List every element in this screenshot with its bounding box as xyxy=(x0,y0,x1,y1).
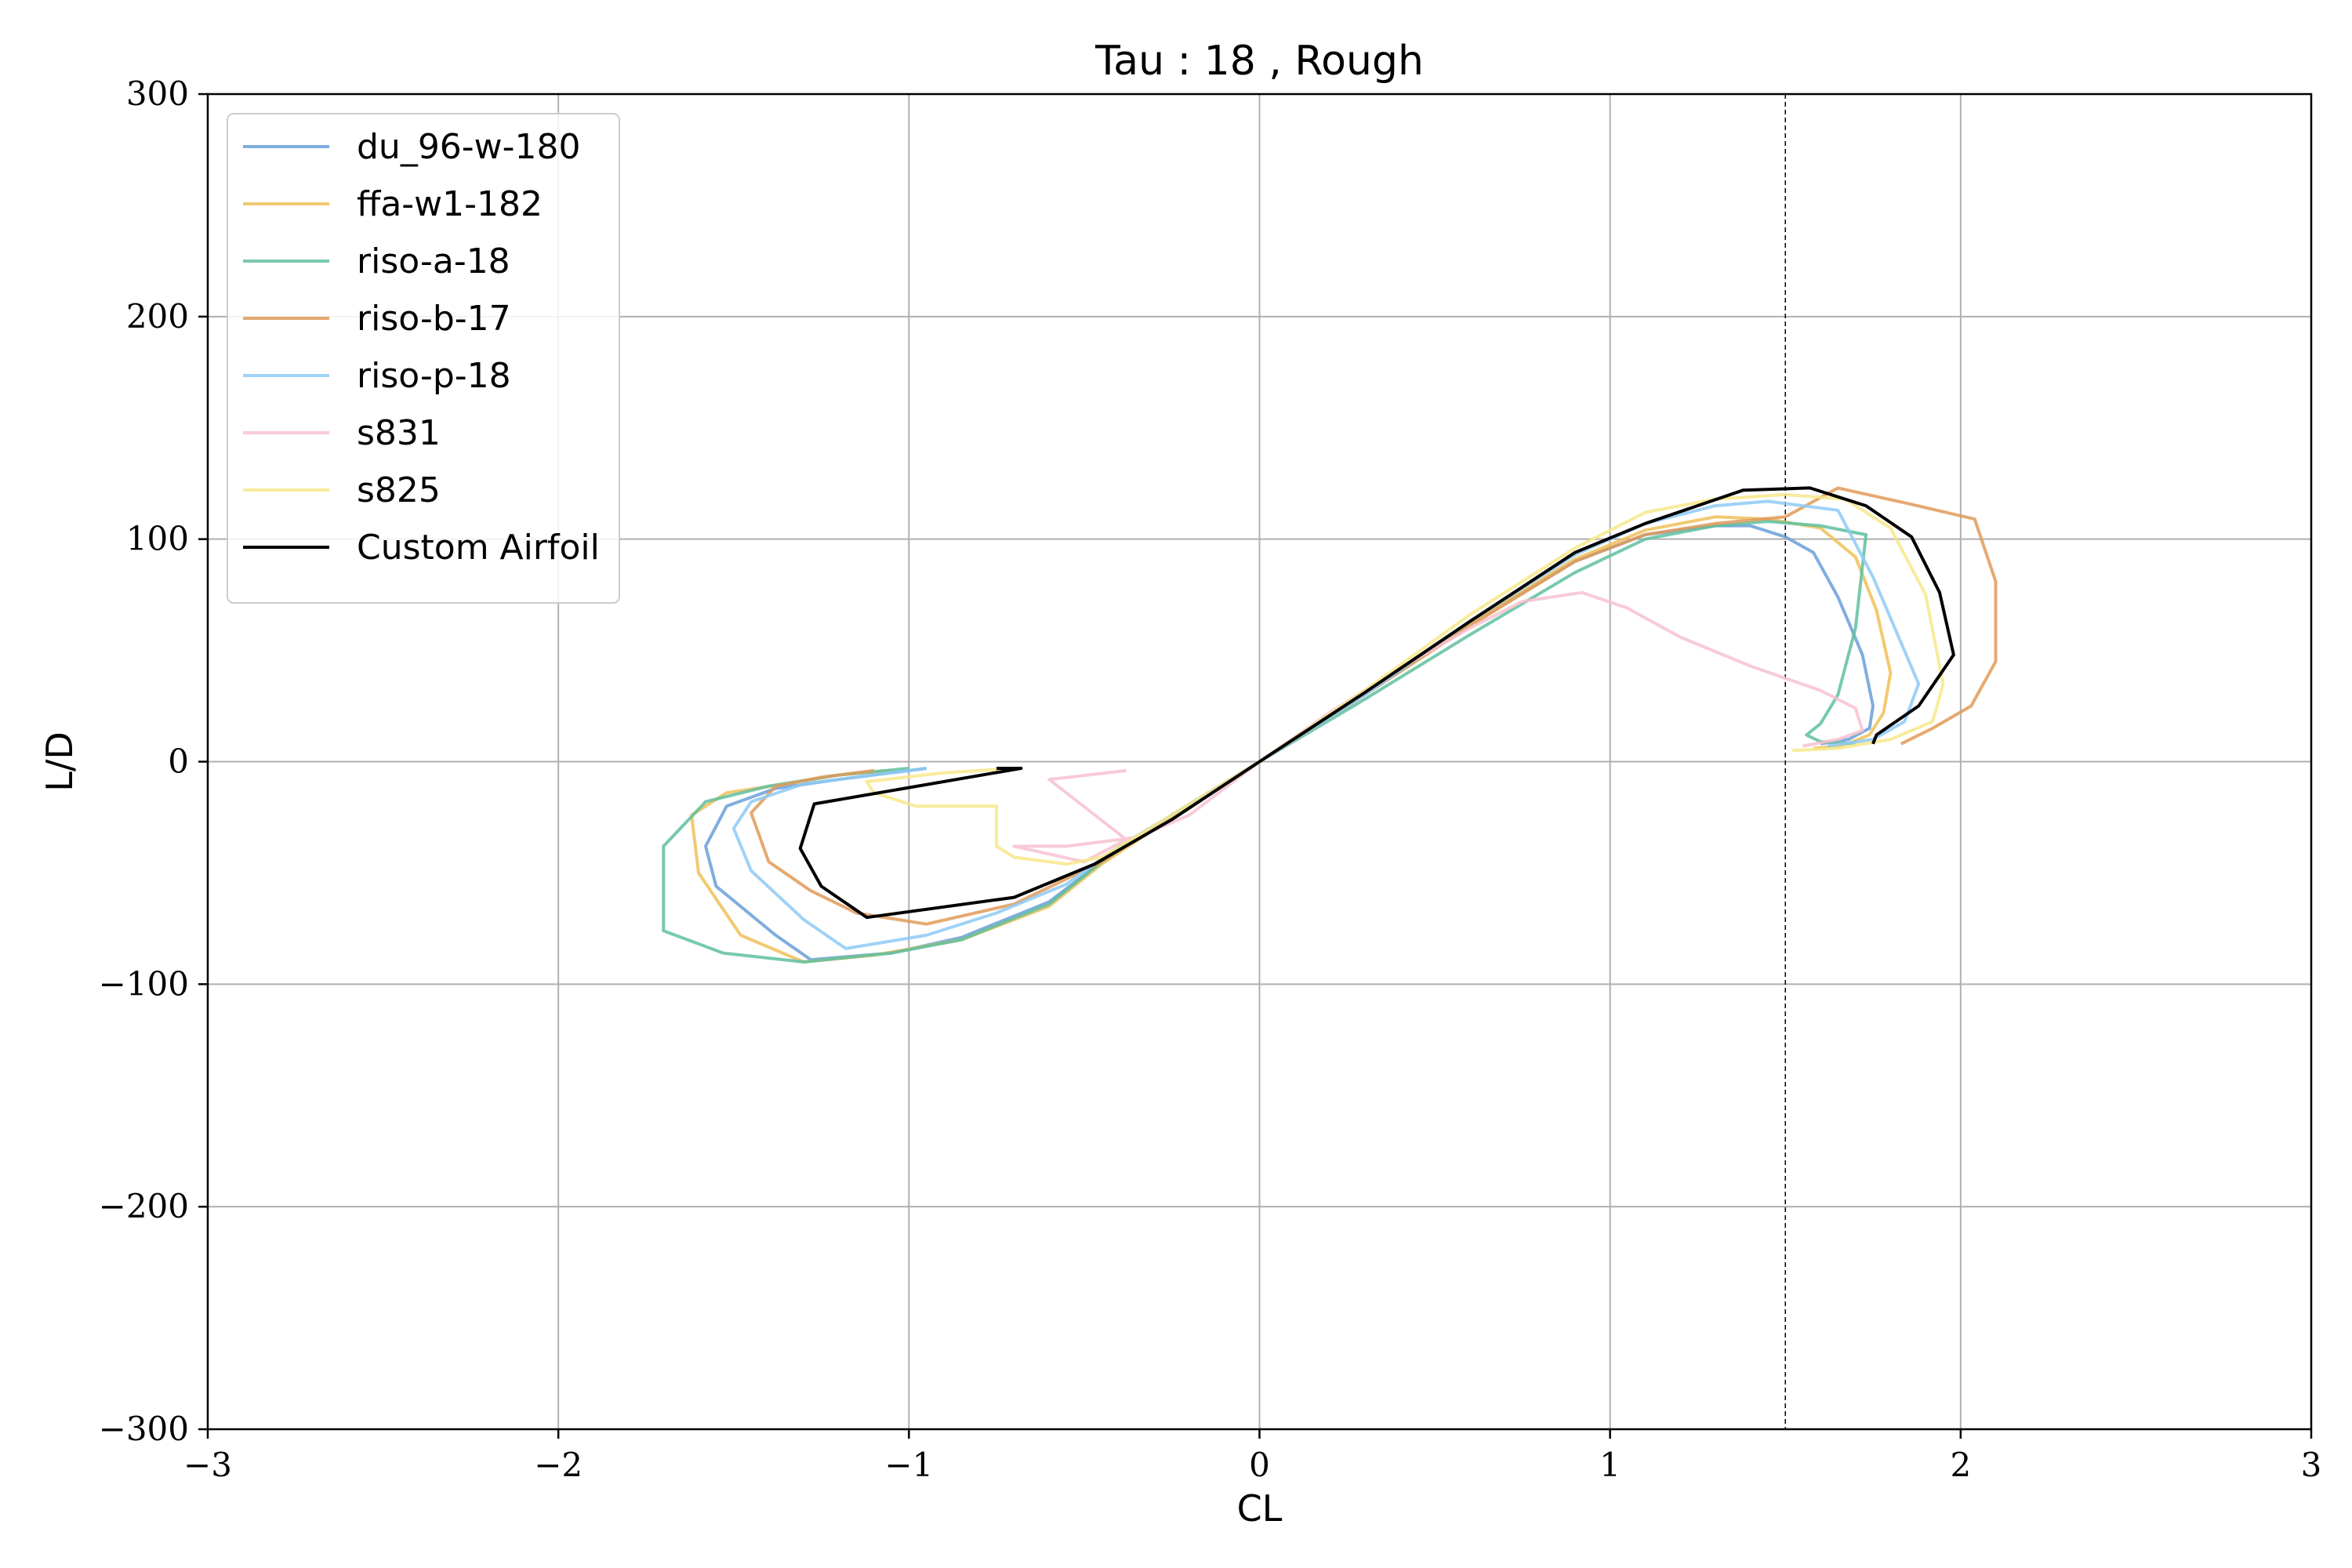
y-tick-label: 200 xyxy=(126,297,189,336)
chart-title: Tau : 18 , Rough xyxy=(1094,38,1424,85)
legend: du_96-w-180 ffa-w1-182 riso-a-18 riso-b-17 r… xyxy=(227,113,620,604)
plot-area xyxy=(662,486,1998,964)
series-line-s825 xyxy=(865,492,1945,866)
y-tick-label: 0 xyxy=(168,742,189,781)
ticks: −3 −2 −1 0 1 2 3 −300 −200 −100 0 100 200 300 xyxy=(99,74,2322,1484)
legend-label: riso-p-18 xyxy=(357,356,511,396)
x-tick-label: −3 xyxy=(183,1446,232,1484)
legend-label: riso-a-18 xyxy=(357,241,510,281)
legend-label: du_96-w-180 xyxy=(357,127,581,167)
legend-label: Custom Airfoil xyxy=(357,528,600,568)
y-tick-label: −300 xyxy=(99,1410,189,1448)
x-tick-label: 3 xyxy=(2301,1446,2322,1484)
series-line-riso-a-18 xyxy=(662,520,1868,964)
x-tick-label: 2 xyxy=(1950,1446,1971,1484)
legend-box xyxy=(227,113,620,604)
x-tick-label: 0 xyxy=(1249,1446,1270,1484)
series-line-custom-airfoil xyxy=(798,486,1955,920)
y-tick-label: −100 xyxy=(99,964,189,1003)
series-line-s831 xyxy=(1012,590,1864,864)
y-tick-label: −200 xyxy=(99,1187,189,1225)
x-tick-label: −1 xyxy=(884,1446,933,1484)
x-tick-label: −2 xyxy=(534,1446,583,1484)
legend-label: s831 xyxy=(357,413,441,453)
y-axis-label: L/D xyxy=(38,731,81,792)
y-tick-label: 100 xyxy=(126,520,189,558)
legend-label: ffa-w1-182 xyxy=(357,184,543,224)
y-tick-label: 300 xyxy=(126,74,189,113)
legend-label: riso-b-17 xyxy=(357,299,511,339)
legend-label: s825 xyxy=(357,470,441,510)
x-axis-label: CL xyxy=(1237,1487,1283,1530)
series-line-riso-b-17 xyxy=(750,486,1998,926)
x-tick-label: 1 xyxy=(1599,1446,1621,1484)
